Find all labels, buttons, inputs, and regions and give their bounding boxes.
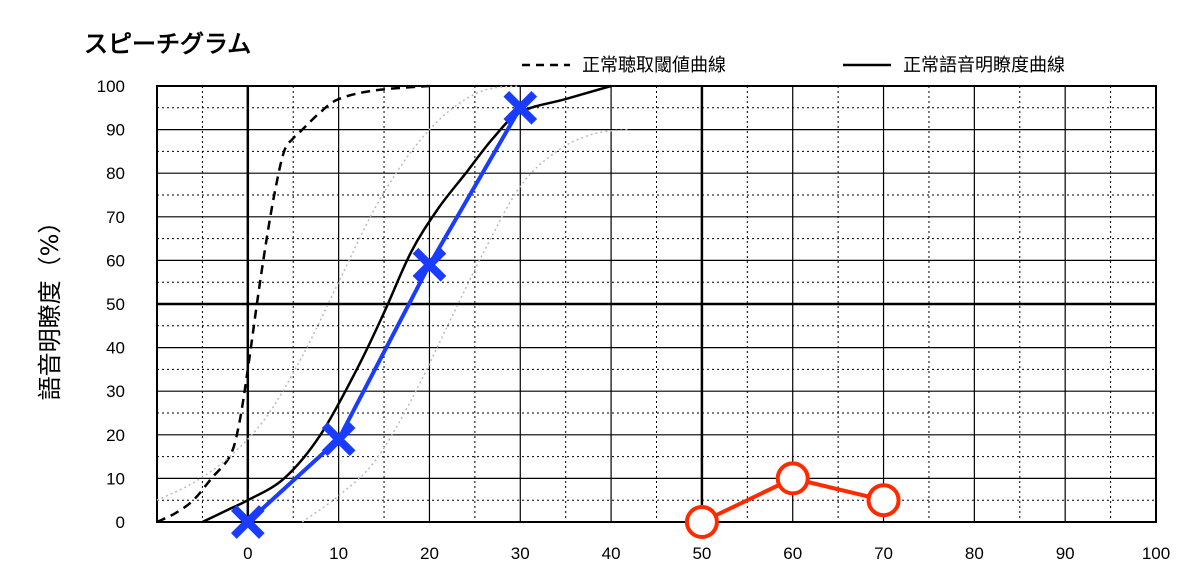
y-tick-label: 80 xyxy=(106,164,125,183)
x-tick-label: 100 xyxy=(1142,544,1170,563)
y-axis-label: 語音明瞭度（%） xyxy=(36,210,64,401)
series-line-x-markers xyxy=(246,106,523,524)
y-tick-label: 0 xyxy=(116,513,125,532)
y-tick-label: 90 xyxy=(106,121,125,140)
y-tick-label: 20 xyxy=(106,426,125,445)
x-tick-label: 90 xyxy=(1056,544,1075,563)
y-tick-label: 100 xyxy=(97,77,125,96)
curve-threshold-dashed xyxy=(156,84,430,524)
x-tick-label: 20 xyxy=(420,544,439,563)
data-point-x-marker xyxy=(412,247,447,282)
data-point-x-marker xyxy=(321,422,356,456)
chart-title: スピーチグラム xyxy=(84,30,251,58)
x-tick-label: 60 xyxy=(783,544,802,563)
y-tick-label: 50 xyxy=(106,295,125,314)
plot-area: 0 10 20 30 40 50 60 70 80 90 100 0 10 20 30 40 50 60 70 80 9… xyxy=(97,77,1171,563)
x-tick-label: 30 xyxy=(511,544,530,563)
x-tick-label: 70 xyxy=(874,544,893,563)
y-tick-label: 10 xyxy=(106,469,125,488)
legend-label-intelligibility: 正常語音明瞭度曲線 xyxy=(903,55,1065,76)
data-point-o-marker xyxy=(866,483,901,518)
data-point-x-marker xyxy=(503,90,538,125)
y-tick-label: 30 xyxy=(106,382,125,401)
legend-label-threshold: 正常聴取閾値曲線 xyxy=(582,55,726,76)
x-tick-label: 40 xyxy=(602,544,621,563)
curve-reference-dotted-2 xyxy=(301,128,630,523)
plot-frame xyxy=(156,85,1157,523)
y-tick-label: 70 xyxy=(106,208,125,227)
data-point-x-marker xyxy=(230,505,265,539)
y-tick-label: 60 xyxy=(106,251,125,270)
x-tick-label: 10 xyxy=(329,544,348,563)
x-tick-label: 0 xyxy=(243,544,252,563)
x-tick-label: 50 xyxy=(692,544,711,563)
data-point-o-marker xyxy=(775,461,810,496)
x-tick-label: 80 xyxy=(965,544,984,563)
y-tick-label: 40 xyxy=(106,339,125,358)
data-point-o-marker xyxy=(684,505,719,539)
legend: 正常聴取閾値曲線 正常語音明瞭度曲線 xyxy=(522,55,1065,76)
